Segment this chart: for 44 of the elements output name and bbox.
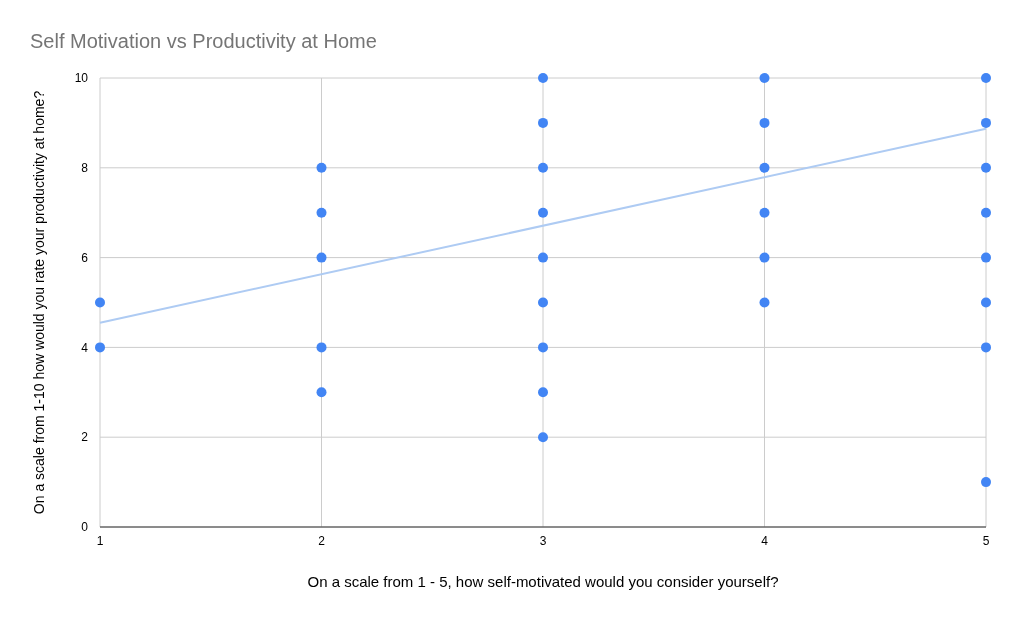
x-tick-label: 4 xyxy=(761,534,769,548)
point xyxy=(759,252,770,263)
point xyxy=(981,162,991,173)
point xyxy=(981,477,991,488)
point xyxy=(981,117,991,128)
point xyxy=(759,162,770,173)
x-tick-label: 2 xyxy=(318,534,326,548)
point xyxy=(759,117,770,128)
point xyxy=(316,387,327,398)
chart-title: Self Motivation vs Productivity at Home xyxy=(30,30,377,52)
y-tick-label: 10 xyxy=(74,71,89,86)
point xyxy=(316,207,327,218)
point xyxy=(95,297,105,308)
point xyxy=(538,342,548,353)
point xyxy=(538,117,548,128)
point xyxy=(981,207,991,218)
y-tick-label: 6 xyxy=(81,250,89,265)
x-tick-label: 3 xyxy=(539,534,547,548)
point xyxy=(538,162,548,173)
point xyxy=(759,297,770,308)
point xyxy=(538,432,548,443)
point xyxy=(981,252,991,263)
x-axis-title: On a scale from 1 - 5, how self-motivated would you consider yourself? xyxy=(307,573,779,590)
point xyxy=(538,387,548,398)
point xyxy=(981,297,991,308)
y-tick-label: 0 xyxy=(81,520,89,535)
point xyxy=(759,73,770,83)
point xyxy=(538,73,548,83)
y-tick-label: 2 xyxy=(81,430,89,445)
point xyxy=(316,162,327,173)
point xyxy=(981,342,991,353)
point xyxy=(316,252,327,263)
x-tick-label: 1 xyxy=(96,534,104,548)
point xyxy=(95,342,105,353)
point xyxy=(316,342,327,353)
point xyxy=(759,207,770,218)
point xyxy=(538,252,548,263)
point xyxy=(538,297,548,308)
point xyxy=(538,207,548,218)
x-tick-label: 5 xyxy=(982,534,990,548)
y-tick-label: 4 xyxy=(81,340,89,355)
point xyxy=(981,73,991,83)
y-tick-label: 8 xyxy=(81,161,89,175)
y-axis-title: On a scale from 1-10 how would you rate your productivity at home? xyxy=(31,90,47,515)
